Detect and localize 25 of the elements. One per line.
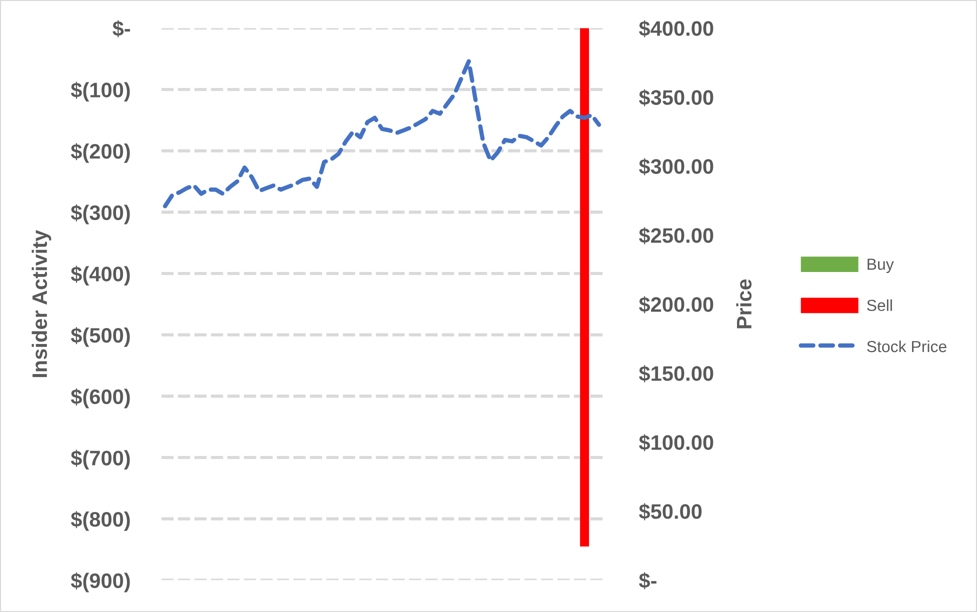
y-tick-label: $(100) [70,82,130,102]
y-tick-label: $(400) [70,266,130,286]
y-tick-label: $- [112,20,130,38]
y2-tick-label: $- [639,572,656,590]
y2-tick-label: $200.00 [639,296,714,314]
y2-tick-label: $350.00 [639,89,714,106]
y-tick-label: $(300) [70,204,130,224]
y2-tick-label: $400.00 [639,20,714,38]
y2-tick-label: $300.00 [639,158,714,176]
y2-tick-label: $100.00 [639,434,714,452]
y-tick-label: $(800) [70,511,130,531]
y-tick-label: $(200) [70,143,130,163]
y-tick-label: $(500) [70,327,130,347]
y-axis-title: Insider Activity [32,230,52,378]
y2-tick-label: $250.00 [639,227,714,244]
y2-tick-label: $50.00 [639,503,702,520]
y2-tick-label: $150.00 [639,365,714,382]
line-series [162,59,602,208]
legend-label: Sell [867,299,892,312]
legend-label: Buy [868,258,894,274]
y-tick-label: $(600) [70,388,130,408]
legend-label: Stock Price [867,340,946,352]
y-tick-label: $(900) [70,572,130,592]
y-tick-label: $(700) [70,450,130,470]
y2-axis-title: Price [736,279,752,328]
